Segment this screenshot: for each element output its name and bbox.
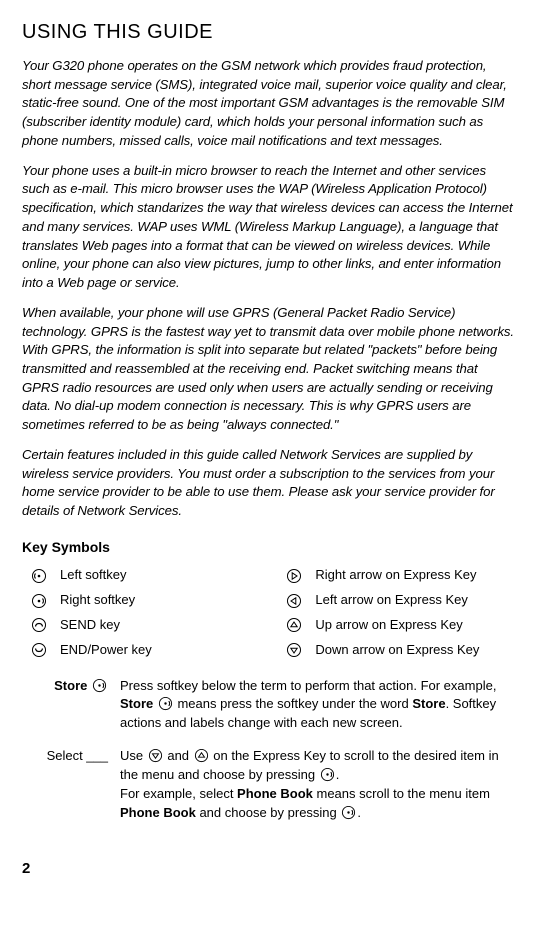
legend-store-word: Store [54, 678, 87, 693]
key-label: Left softkey [56, 563, 277, 588]
legend-bold: Store [120, 696, 153, 711]
right-softkey-icon [92, 678, 107, 693]
key-label: Down arrow on Express Key [311, 638, 514, 663]
right-softkey-icon [320, 767, 335, 782]
legend-desc-store: Press softkey below the term to perform … [114, 673, 514, 744]
legend-text: . [357, 805, 361, 820]
table-row: SEND key Up arrow on Express Key [22, 613, 514, 638]
table-row: Right softkey Left arrow on Express Key [22, 588, 514, 613]
legend-row-select: Select ___ Use and on the Express Key to… [22, 743, 514, 832]
arrow-up-icon [286, 617, 302, 633]
key-label: SEND key [56, 613, 277, 638]
intro-paragraph-3: When available, your phone will use GPRS… [22, 304, 514, 435]
arrow-down-icon [148, 748, 163, 763]
key-label: END/Power key [56, 638, 277, 663]
right-softkey-icon [341, 805, 356, 820]
legend-text: and choose by pressing [196, 805, 341, 820]
page-number: 2 [22, 858, 514, 880]
legend-term-store: Store [22, 673, 114, 744]
left-softkey-icon [31, 568, 47, 584]
title-text: USING THIS GUIDE [22, 21, 213, 43]
key-label: Left arrow on Express Key [311, 588, 514, 613]
legend-table: Store Press softkey below the term to pe… [22, 673, 514, 833]
legend-term-select: Select ___ [22, 743, 114, 832]
arrow-right-icon [286, 568, 302, 584]
arrow-down-icon [286, 642, 302, 658]
intro-paragraph-2: Your phone uses a built-in micro browser… [22, 162, 514, 293]
table-row: END/Power key Down arrow on Express Key [22, 638, 514, 663]
key-symbols-table: Left softkey Right arrow on Express Key … [22, 563, 514, 662]
intro-paragraph-1: Your G320 phone operates on the GSM netw… [22, 57, 514, 151]
arrow-left-icon [286, 593, 302, 609]
page-title: USING THIS GUIDE [22, 18, 514, 47]
key-label: Up arrow on Express Key [311, 613, 514, 638]
legend-bold: Phone Book [237, 786, 313, 801]
arrow-up-icon [194, 748, 209, 763]
legend-text: Use [120, 748, 147, 763]
legend-text: means press the softkey under the word [174, 696, 412, 711]
send-key-icon [31, 617, 47, 633]
legend-text: . [336, 767, 340, 782]
end-key-icon [31, 642, 47, 658]
key-symbols-heading: Key Symbols [22, 537, 514, 557]
legend-text: Press softkey below the term to perform … [120, 678, 496, 693]
legend-bold: Phone Book [120, 805, 196, 820]
legend-text: For example, select [120, 786, 237, 801]
right-softkey-icon [31, 593, 47, 609]
intro-paragraph-4: Certain features included in this guide … [22, 446, 514, 521]
legend-row-store: Store Press softkey below the term to pe… [22, 673, 514, 744]
table-row: Left softkey Right arrow on Express Key [22, 563, 514, 588]
key-label: Right softkey [56, 588, 277, 613]
legend-desc-select: Use and on the Express Key to scroll to … [114, 743, 514, 832]
key-label: Right arrow on Express Key [311, 563, 514, 588]
legend-text: means scroll to the menu item [313, 786, 490, 801]
legend-text: and [164, 748, 193, 763]
legend-bold: Store [412, 696, 445, 711]
right-softkey-icon [158, 696, 173, 711]
